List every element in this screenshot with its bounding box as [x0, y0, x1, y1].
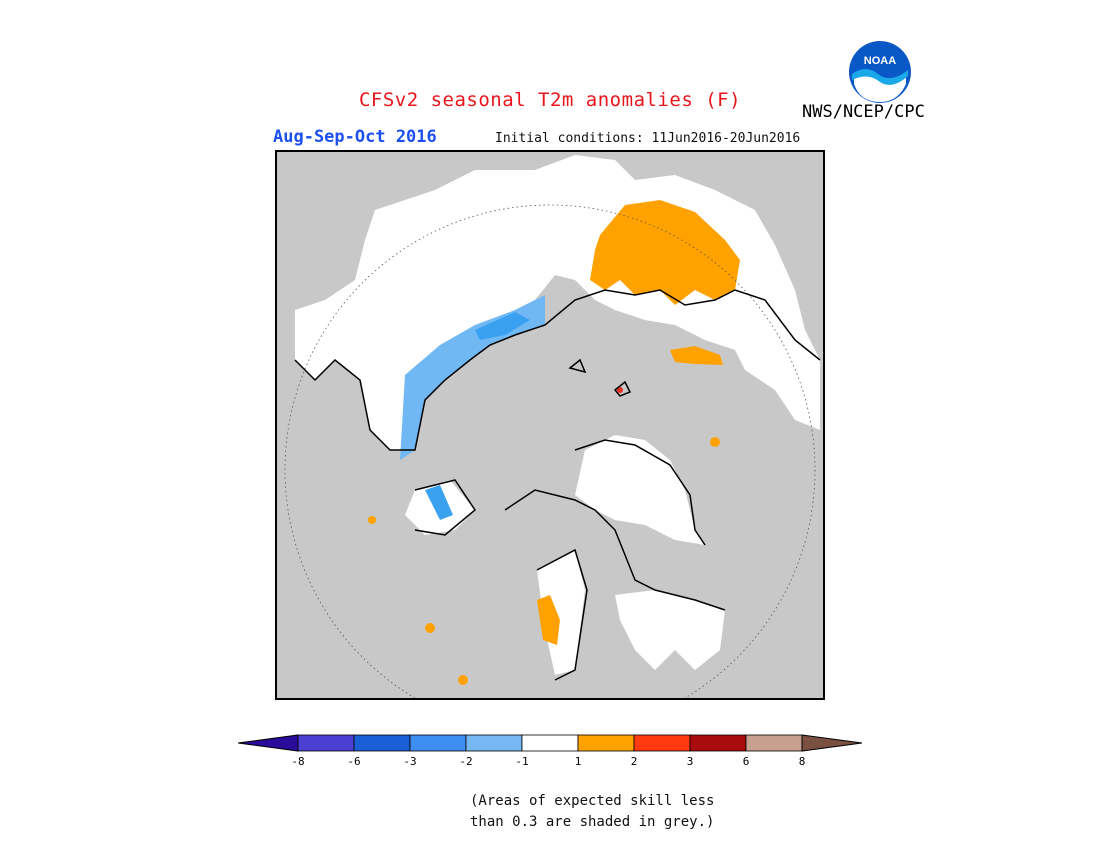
colorbar-swatch — [689, 734, 747, 752]
skill-note-line2: than 0.3 are shaded in grey.) — [470, 814, 715, 830]
colorbar-right-arrow — [801, 734, 862, 752]
colorbar-tick-label: -2 — [459, 755, 472, 768]
colorbar-tick-label: 2 — [631, 755, 638, 768]
latitude-circle — [284, 204, 816, 700]
europe-cool-anomaly — [400, 295, 545, 460]
colorbar-swatch — [521, 734, 579, 752]
siberia-warm-anomaly — [590, 200, 740, 305]
map-title: CFSv2 seasonal T2m anomalies (F) — [358, 89, 742, 111]
colorbar-swatch — [297, 734, 355, 752]
colorbar-swatch — [745, 734, 803, 752]
coastlines — [294, 289, 821, 681]
colorbar-tick-label: -8 — [291, 755, 304, 768]
colorbar-swatch — [465, 734, 523, 752]
canada-near-normal-area — [615, 590, 725, 670]
pacific-warm-dot — [368, 516, 376, 524]
colorbar-swatch — [633, 734, 691, 752]
noaa-logo-text: NOAA — [864, 55, 896, 67]
north-america-warm-patch — [537, 595, 560, 645]
colorbar-swatch — [409, 734, 467, 752]
org-label: NWS/NCEP/CPC — [802, 102, 925, 122]
polar-stereographic-map — [275, 150, 825, 700]
colorbar-swatch — [577, 734, 635, 752]
colorbar-tick-label: 1 — [575, 755, 582, 768]
skill-note: (Areas of expected skill less than 0.3 a… — [470, 791, 714, 833]
colorbar-left-arrow — [238, 734, 299, 752]
initial-conditions-label: Initial conditions: 11Jun2016-20Jun2016 — [495, 131, 801, 146]
skill-note-line1: (Areas of expected skill less — [470, 793, 715, 809]
bc-warm-dot — [425, 623, 435, 633]
colorbar-tick-label: -3 — [403, 755, 416, 768]
east-siberia-warm-patch — [670, 346, 723, 365]
colorbar-tick-label: -6 — [347, 755, 360, 768]
southwest-warm-dot — [458, 675, 468, 685]
alaska-cool-patch — [425, 485, 453, 520]
colorbar-tick-label: 3 — [687, 755, 694, 768]
colorbar-tick-label: 8 — [799, 755, 806, 768]
colorbar: -8 -6 -3 -2 -1 1 2 3 6 8 — [238, 734, 862, 768]
season-label: Aug-Sep-Oct 2016 — [273, 127, 437, 147]
europe-cool-core — [475, 312, 530, 340]
north-america-near-normal-area — [575, 435, 705, 545]
colorbar-tick-label: -1 — [515, 755, 528, 768]
colorbar-tick-label: 6 — [743, 755, 750, 768]
greenland-east-warm-dot — [710, 437, 720, 447]
map-border — [275, 150, 825, 700]
colorbar-swatch — [353, 734, 411, 752]
central-na-near-normal-area — [537, 550, 585, 675]
iceland-red-dot — [617, 387, 623, 393]
noaa-logo: NOAA — [849, 41, 911, 103]
